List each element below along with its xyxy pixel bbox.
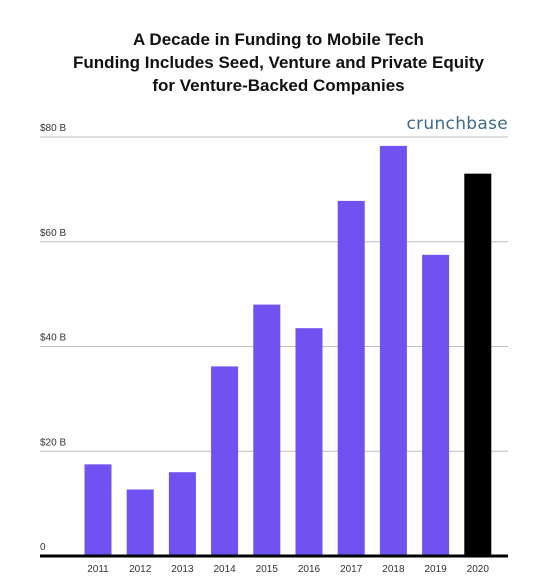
x-tick-label: 2014 <box>213 564 236 575</box>
y-tick-label: $40 B <box>40 333 66 344</box>
x-tick-label: 2019 <box>424 564 447 575</box>
crunchbase-logo: crunchbase <box>406 114 508 134</box>
bar-2018 <box>379 145 407 556</box>
bar-2016 <box>295 328 323 556</box>
bar-2019 <box>422 254 450 556</box>
x-tick-label: 2016 <box>298 564 321 575</box>
bar-2012 <box>126 489 154 556</box>
x-tick-label: 2015 <box>256 564 279 575</box>
x-tick-label: 2020 <box>467 564 490 575</box>
x-tick-label: 2018 <box>382 564 405 575</box>
chart-title: A Decade in Funding to Mobile Tech <box>133 30 424 49</box>
bar-2011 <box>84 464 112 556</box>
y-tick-label: $20 B <box>40 437 66 448</box>
bar-2013 <box>168 472 196 556</box>
bar-2015 <box>253 304 281 556</box>
bar-2020 <box>464 173 492 556</box>
x-tick-label: 2017 <box>340 564 363 575</box>
y-tick-label: $80 B <box>40 123 66 134</box>
chart-subtitle-line-2: for Venture-Backed Companies <box>152 76 405 95</box>
chart-subtitle-line-1: Funding Includes Seed, Venture and Priva… <box>73 53 484 72</box>
chart-title-block: A Decade in Funding to Mobile Tech Fundi… <box>0 28 557 97</box>
x-tick-label: 2011 <box>87 564 109 575</box>
y-tick-label: $60 B <box>40 228 66 239</box>
x-tick-label: 2013 <box>171 564 194 575</box>
x-tick-label: 2012 <box>129 564 152 575</box>
y-tick-label: 0 <box>40 542 46 553</box>
bar-2017 <box>337 200 365 556</box>
bar-2014 <box>211 366 239 556</box>
